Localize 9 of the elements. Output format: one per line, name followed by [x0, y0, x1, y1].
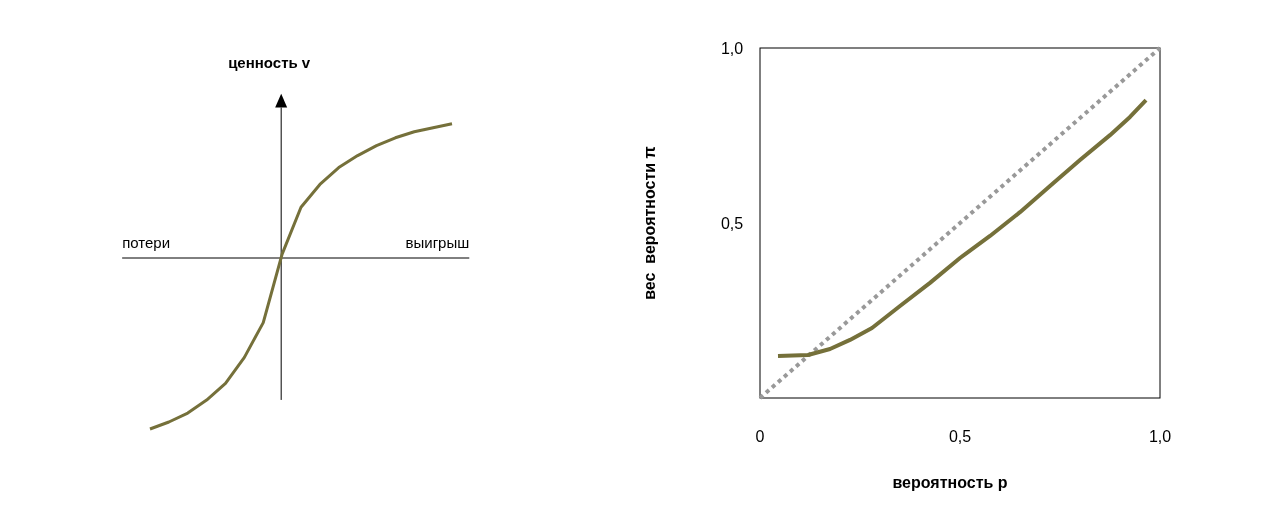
x-axis-title: вероятность p	[892, 474, 1008, 491]
y-axis-title: вес вероятности π	[641, 146, 658, 300]
x-tick-label: 0,5	[948, 428, 972, 445]
x-tick-label: 1,0	[1148, 428, 1172, 445]
line-series	[776, 98, 1148, 358]
x-tick-label: 0	[755, 428, 765, 445]
annotation: потери	[122, 234, 171, 251]
y-axis-title: ценность v	[228, 54, 311, 71]
annotation: выигрыш	[405, 234, 470, 251]
